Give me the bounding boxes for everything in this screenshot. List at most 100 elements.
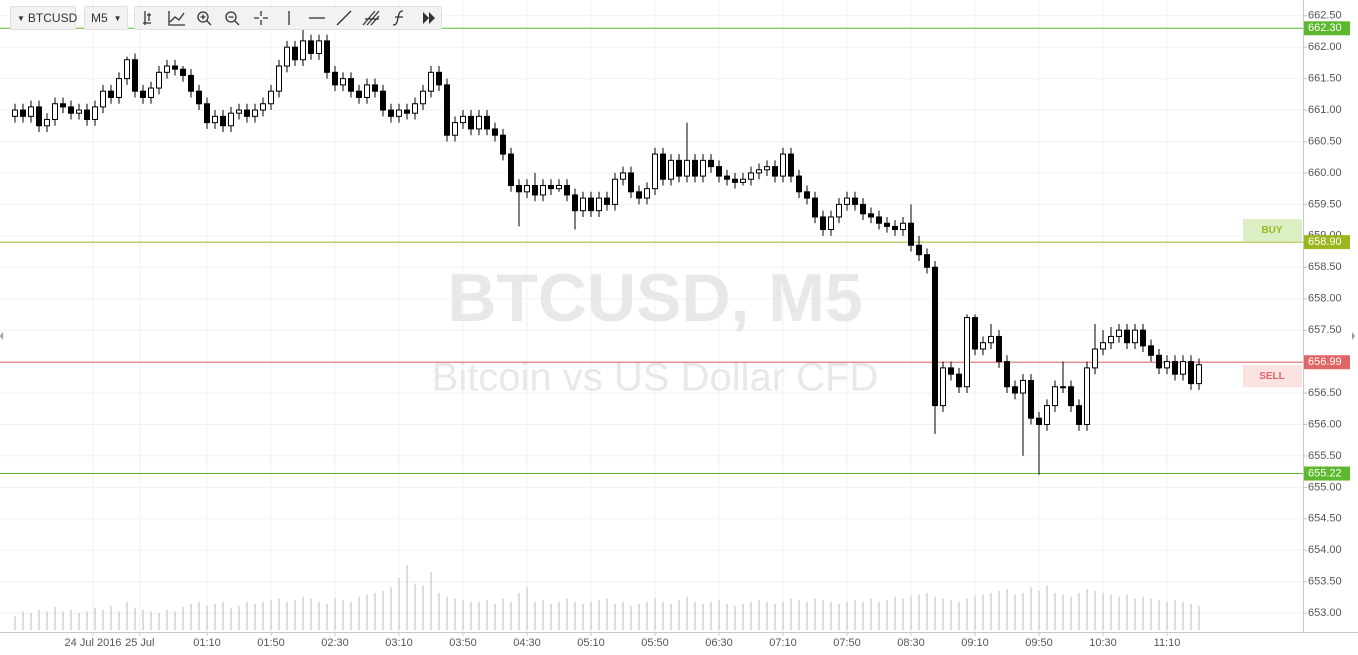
candle-body [124,59,130,80]
tool-zoom-out[interactable] [225,11,240,26]
candle-body [276,65,282,92]
tool-zoom-in[interactable] [197,11,212,26]
candle-body [596,197,602,212]
candle-body [564,185,570,196]
volume-bar [854,600,856,630]
y-tick-label: 654.50 [1308,513,1342,525]
volume [14,565,1200,630]
candle-body [1100,342,1106,350]
candle-body [652,153,658,190]
volume-bar [94,607,96,630]
volume-bar [342,600,344,630]
candle-body [660,153,666,180]
y-tick-label: 661.50 [1308,73,1342,85]
candle-body [1172,361,1178,375]
candle-body [244,109,250,117]
candle-body [76,109,82,114]
candle-body [524,185,530,193]
tool-fibonacci[interactable] [392,10,404,26]
candle-body [380,90,386,111]
volume-bar [1062,594,1064,630]
volume-bar [118,611,120,630]
volume-bar [1078,592,1080,630]
price-tag-bg [1304,21,1350,36]
candle-body [212,115,218,124]
candle-body [156,71,162,89]
volume-bar [574,602,576,630]
volume-bar [358,596,360,630]
candle-body [236,109,242,114]
y-tick-label: 655.00 [1308,481,1342,493]
volume-bar [862,602,864,630]
volume-bar [662,602,664,630]
volume-bar [734,605,736,630]
candle-body [36,106,42,127]
tool-bars[interactable] [143,11,151,25]
tool-more[interactable] [423,12,435,24]
candle-body [140,90,146,98]
volume-bar [750,602,752,630]
watermark-title: BTCUSD, M5 [447,260,863,336]
candle-body [196,90,202,105]
candle-body [1036,417,1042,425]
volume-bar [246,602,248,630]
volume-bar [646,602,648,630]
candle-body [828,216,834,231]
x-tick-label: 01:50 [257,637,285,649]
volume-bar [294,600,296,630]
volume-bar [902,598,904,630]
candle-body [516,185,522,193]
axes: 653.00 653.50 654.00 654.50 655.00 655.50 656.… [65,10,1350,649]
candle-body [1004,361,1010,388]
candle-body [316,40,322,54]
tool-line-chart[interactable] [168,11,185,26]
candle-body [612,178,618,205]
candle-body [180,68,186,76]
candle-body [172,65,178,70]
volume-bar [126,602,128,630]
volume-bar [254,604,256,630]
candle-body [708,159,714,168]
volume-bar [110,605,112,630]
candle-body [436,71,442,86]
candle-body [764,166,770,171]
volume-bar [526,587,528,630]
volume-bar [1190,604,1192,630]
candle-body [844,197,850,205]
candle-body [548,185,554,190]
y-tick-label: 656.00 [1308,418,1342,430]
tool-crosshair[interactable] [254,11,268,25]
x-tick-label: 03:50 [449,637,477,649]
interval: M5 [91,11,108,25]
tool-trend-line[interactable] [336,10,352,26]
volume-bar [838,604,840,630]
volume-bar [286,602,288,630]
interval-button[interactable]: M5 ▼ [84,6,128,30]
candle-body [716,166,722,177]
volume-bar [774,604,776,630]
candle-body [972,317,978,350]
candle-body [348,78,354,92]
candle-body [940,367,946,407]
volume-bar [686,596,688,630]
volume-bar [1142,596,1144,630]
symbol-button[interactable]: ▼ BTCUSD [10,6,77,30]
candle-body [1180,361,1186,375]
volume-bar [782,602,784,630]
candle-body [748,172,754,180]
volume-bar [1134,598,1136,630]
volume-bar [638,604,640,630]
candle-body [796,175,802,193]
volume-bar [870,598,872,630]
volume-bar [70,609,72,630]
price-tag-bg [1304,355,1350,370]
candle-body [756,169,762,174]
level-tag-bg [1243,219,1302,242]
volume-bar [158,613,160,630]
volume-bar [214,604,216,630]
watermark-subtitle: Bitcoin vs US Dollar CFD [432,356,879,400]
tool-channel[interactable] [362,10,380,26]
candle-body [268,90,274,105]
x-tick-label: 24 Jul 2016 [65,637,122,649]
